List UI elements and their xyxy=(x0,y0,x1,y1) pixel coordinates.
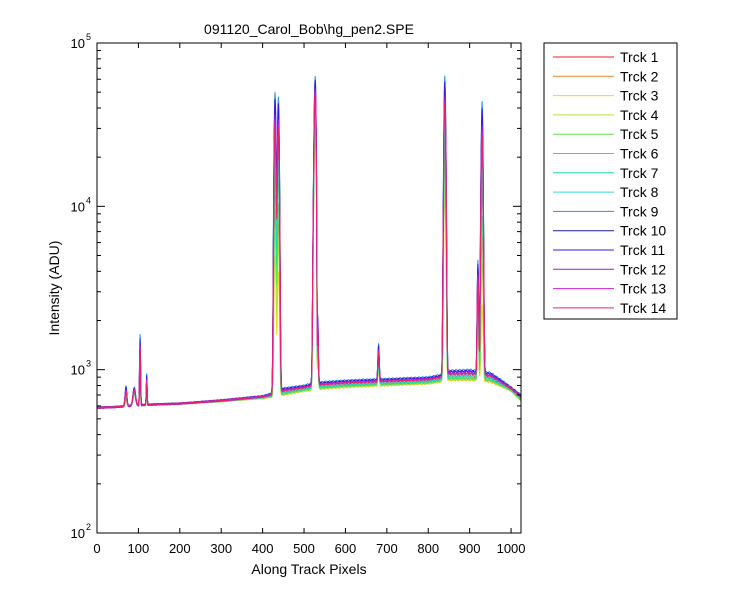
x-tick-label: 200 xyxy=(169,541,191,556)
plot-area xyxy=(97,43,521,533)
series-line-13 xyxy=(97,90,521,409)
y-tick-label-base: 10 xyxy=(71,199,85,214)
x-tick-label: 0 xyxy=(93,541,100,556)
x-tick-label: 400 xyxy=(252,541,274,556)
y-tick-label-base: 10 xyxy=(71,36,85,51)
legend: Trck 1 Trck 2 Trck 3 Trck 4 Trck 5 Trck 6 Trck… xyxy=(543,42,678,320)
legend-label-1: Trck 1 xyxy=(620,49,659,65)
legend-label-10: Trck 10 xyxy=(620,223,666,239)
series-lines xyxy=(97,75,521,409)
legend-box xyxy=(543,42,678,320)
x-tick-label: 500 xyxy=(293,541,315,556)
x-tick-label: 800 xyxy=(417,541,439,556)
x-axis-ticks: 0 100 200 300 400 500 600 700 800 900 1000 xyxy=(93,43,526,556)
legend-label-3: Trck 3 xyxy=(620,88,659,104)
legend-label-5: Trck 5 xyxy=(620,126,659,142)
series-line-14 xyxy=(97,92,521,409)
y-tick-label-exponent: 2 xyxy=(86,522,91,532)
legend-label-2: Trck 2 xyxy=(620,68,659,84)
plot-frame xyxy=(96,42,522,534)
x-tick-label: 1000 xyxy=(497,541,526,556)
chart-title: 091120_Carol_Bob\hg_pen2.SPE xyxy=(204,21,414,37)
legend-label-13: Trck 13 xyxy=(620,281,666,297)
y-axis-label: Intensity (ADU) xyxy=(46,241,62,336)
y-tick-label-exponent: 3 xyxy=(86,359,91,369)
legend-label-4: Trck 4 xyxy=(620,107,659,123)
legend-label-9: Trck 9 xyxy=(620,203,659,219)
legend-label-6: Trck 6 xyxy=(620,146,659,162)
legend-label-8: Trck 8 xyxy=(620,184,659,200)
y-tick-label-base: 10 xyxy=(71,363,85,378)
legend-label-7: Trck 7 xyxy=(620,165,659,181)
legend-label-12: Trck 12 xyxy=(620,261,666,277)
y-tick-label-base: 10 xyxy=(71,526,85,541)
x-tick-label: 600 xyxy=(335,541,357,556)
y-tick-label-exponent: 5 xyxy=(86,32,91,42)
x-tick-label: 100 xyxy=(128,541,150,556)
x-tick-label: 300 xyxy=(210,541,232,556)
x-axis-label: Along Track Pixels xyxy=(251,561,366,577)
y-tick-label-exponent: 4 xyxy=(86,195,91,205)
legend-label-14: Trck 14 xyxy=(620,300,666,316)
x-tick-label: 700 xyxy=(376,541,398,556)
x-tick-label: 900 xyxy=(459,541,481,556)
legend-label-11: Trck 11 xyxy=(620,242,665,258)
